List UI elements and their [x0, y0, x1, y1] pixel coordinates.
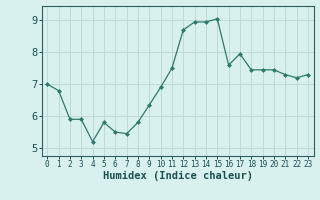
X-axis label: Humidex (Indice chaleur): Humidex (Indice chaleur) — [103, 171, 252, 181]
